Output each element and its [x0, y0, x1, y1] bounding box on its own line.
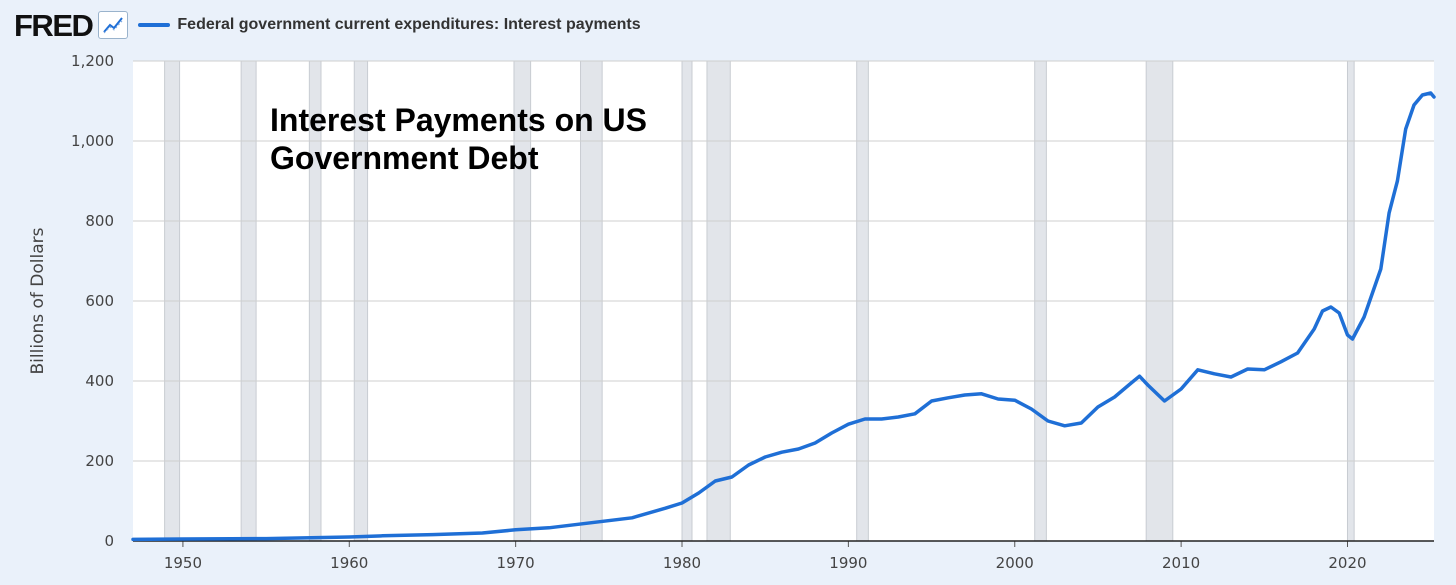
x-tick-label: 2020	[1328, 554, 1366, 572]
y-tick-label: 200	[85, 452, 114, 470]
y-tick-label: 800	[85, 212, 114, 230]
chart-annotation-line: Interest Payments on US	[270, 102, 647, 138]
y-tick-label: 600	[85, 292, 114, 310]
x-tick-label: 1960	[330, 554, 368, 572]
x-tick-label: 1990	[829, 554, 867, 572]
y-tick-label: 0	[104, 532, 114, 550]
y-axis-label: Billions of Dollars	[28, 227, 48, 374]
x-tick-label: 1950	[164, 554, 202, 572]
line-chart-icon	[98, 11, 129, 39]
chart-header: FRED Federal government current expendit…	[14, 8, 641, 42]
y-tick-label: 1,200	[71, 52, 114, 70]
y-tick-label: 400	[85, 372, 114, 390]
x-tick-label: 2000	[996, 554, 1034, 572]
legend-line-swatch	[138, 23, 171, 27]
chart-annotation-line: Government Debt	[270, 140, 539, 176]
x-tick-label: 1970	[497, 554, 535, 572]
series-line	[131, 91, 1436, 542]
legend-label: Federal government current expenditures:…	[177, 16, 641, 33]
y-tick-label: 1,000	[71, 132, 114, 150]
x-tick-label: 2010	[1162, 554, 1200, 572]
fred-logo[interactable]: FRED	[14, 7, 94, 43]
x-tick-label: 1980	[663, 554, 701, 572]
